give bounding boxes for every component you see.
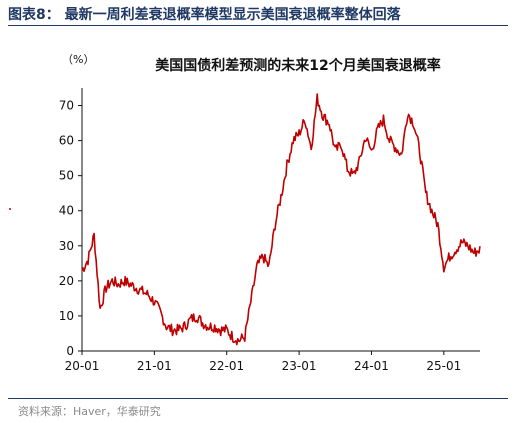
source-note: 资料来源：Haver，华泰研究 (18, 405, 161, 418)
x-axis-ticks: 20-01 21-01 22-01 23-01 24-01 25-01 (65, 351, 461, 373)
chart-title: 美国国债利差预测的未来12个月美国衰退概率 (155, 57, 440, 74)
y-tick-label: 40 (59, 204, 74, 218)
series-line (81, 93, 481, 346)
y-tick-label: 20 (59, 274, 74, 288)
y-tick-label: 60 (59, 134, 74, 148)
x-tick-label: 23-01 (282, 359, 317, 373)
figure-title: 图表8： 最新一周利差衰退概率模型显示美国衰退概率整体回落 (8, 7, 401, 23)
x-tick-label: 20-01 (65, 359, 100, 373)
y-tick-label: 70 (59, 99, 74, 113)
footer-rule (8, 398, 508, 399)
y-tick-label: 0 (66, 344, 74, 358)
x-tick-label: 22-01 (209, 359, 244, 373)
y-axis-ticks: 0 10 20 30 40 50 60 70 (59, 99, 82, 358)
y-tick-label: 10 (59, 309, 74, 323)
marker-dot (9, 208, 11, 210)
header-rule (8, 25, 508, 26)
x-tick-label: 25-01 (426, 359, 461, 373)
x-tick-label: 21-01 (137, 359, 172, 373)
y-axis-unit: （%） (62, 53, 94, 66)
y-tick-label: 30 (59, 239, 74, 253)
x-tick-label: 24-01 (354, 359, 389, 373)
y-tick-label: 50 (59, 169, 74, 183)
